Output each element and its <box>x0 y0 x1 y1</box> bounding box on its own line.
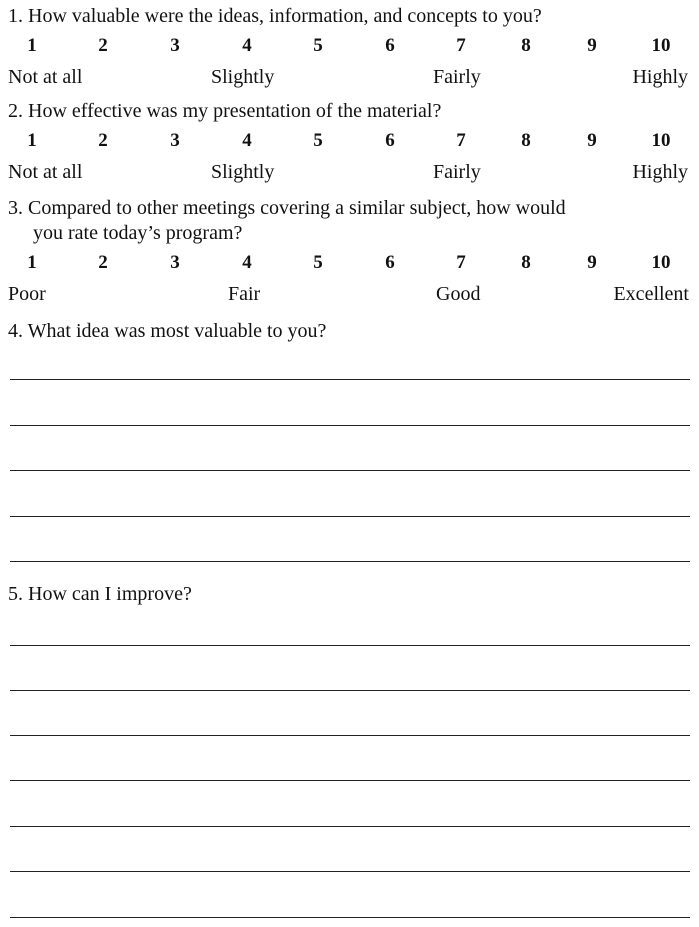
rating-option-9[interactable]: 9 <box>587 130 597 151</box>
rating-option-1[interactable]: 1 <box>27 35 37 56</box>
q2-anchor-low: Not at all <box>8 161 83 183</box>
rating-option-5[interactable]: 5 <box>313 252 323 273</box>
rating-option-3[interactable]: 3 <box>170 252 180 273</box>
rating-option-9[interactable]: 9 <box>587 252 597 273</box>
answer-line[interactable] <box>10 561 690 562</box>
answer-line[interactable] <box>10 645 690 646</box>
rating-option-8[interactable]: 8 <box>521 130 531 151</box>
rating-option-1[interactable]: 1 <box>27 130 37 151</box>
rating-option-10[interactable]: 10 <box>651 35 671 56</box>
q1-anchor-slight: Slightly <box>211 66 275 88</box>
answer-line[interactable] <box>10 516 690 517</box>
rating-option-6[interactable]: 6 <box>385 252 395 273</box>
rating-option-8[interactable]: 8 <box>521 252 531 273</box>
rating-option-6[interactable]: 6 <box>385 130 395 151</box>
rating-option-5[interactable]: 5 <box>313 130 323 151</box>
rating-option-2[interactable]: 2 <box>98 130 108 151</box>
q1-text: 1. How valuable were the ideas, informat… <box>8 5 542 27</box>
rating-option-6[interactable]: 6 <box>385 35 395 56</box>
rating-option-2[interactable]: 2 <box>98 35 108 56</box>
answer-line[interactable] <box>10 826 690 827</box>
q3-anchor-low: Poor <box>8 283 46 305</box>
q3-anchor-good: Good <box>436 283 481 305</box>
rating-option-4[interactable]: 4 <box>242 252 252 273</box>
q4-text: 4. What idea was most valuable to you? <box>8 320 327 342</box>
answer-line[interactable] <box>10 735 690 736</box>
q3-anchor-high: Excellent <box>613 283 689 305</box>
q1-anchor-high: Highly <box>632 66 688 88</box>
rating-option-3[interactable]: 3 <box>170 35 180 56</box>
rating-option-2[interactable]: 2 <box>98 252 108 273</box>
answer-line[interactable] <box>10 470 690 471</box>
rating-option-7[interactable]: 7 <box>456 35 466 56</box>
answer-line[interactable] <box>10 917 690 918</box>
rating-option-4[interactable]: 4 <box>242 130 252 151</box>
q2-text: 2. How effective was my presentation of … <box>8 100 442 122</box>
q2-anchor-slight: Slightly <box>211 161 275 183</box>
rating-option-5[interactable]: 5 <box>313 35 323 56</box>
answer-line[interactable] <box>10 780 690 781</box>
rating-option-3[interactable]: 3 <box>170 130 180 151</box>
rating-option-10[interactable]: 10 <box>651 252 671 273</box>
q3-text: 3. Compared to other meetings covering a… <box>8 197 566 219</box>
q2-anchor-high: Highly <box>632 161 688 183</box>
answer-line[interactable] <box>10 379 690 380</box>
rating-option-7[interactable]: 7 <box>456 130 466 151</box>
answer-line[interactable] <box>10 871 690 872</box>
rating-option-7[interactable]: 7 <box>456 252 466 273</box>
rating-option-8[interactable]: 8 <box>521 35 531 56</box>
q5-text: 5. How can I improve? <box>8 583 192 605</box>
q2-anchor-fair: Fairly <box>433 161 481 183</box>
answer-line[interactable] <box>10 690 690 691</box>
rating-option-10[interactable]: 10 <box>651 130 671 151</box>
rating-option-9[interactable]: 9 <box>587 35 597 56</box>
answer-line[interactable] <box>10 425 690 426</box>
q1-anchor-fair: Fairly <box>433 66 481 88</box>
q3-text-cont: you rate today’s program? <box>33 222 243 244</box>
rating-option-1[interactable]: 1 <box>27 252 37 273</box>
rating-option-4[interactable]: 4 <box>242 35 252 56</box>
q3-anchor-fair: Fair <box>228 283 261 305</box>
q1-anchor-low: Not at all <box>8 66 83 88</box>
